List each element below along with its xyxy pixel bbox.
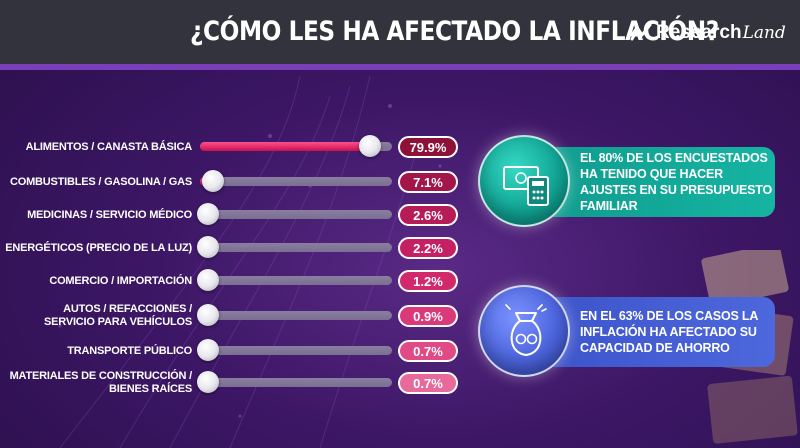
- value-label: 0.7%: [398, 372, 458, 394]
- category-label-line: TRANSPORTE PÚBLICO: [67, 344, 192, 357]
- bar-track: [200, 346, 392, 355]
- header-bar: ¿CÓMO LES HA AFECTADO LA INFLACIÓN? Rese…: [0, 0, 800, 70]
- bar-knob: [197, 339, 219, 361]
- money-jar-icon: [505, 304, 547, 357]
- logo-mark-icon: [630, 23, 652, 41]
- category-label-line: COMERCIO / IMPORTACIÓN: [49, 274, 192, 287]
- money-jar-orb: [478, 285, 570, 377]
- value-label: 2.2%: [398, 237, 458, 259]
- category-label: COMERCIO / IMPORTACIÓN: [0, 264, 192, 298]
- category-label-line: AUTOS / REFACCIONES /: [63, 303, 192, 315]
- chart-row: COMBUSTIBLES / GASOLINA / GAS 7.1%: [0, 165, 470, 199]
- category-label: ALIMENTOS / CANASTA BÁSICA: [0, 130, 193, 164]
- bar-track: [200, 378, 392, 387]
- value-label: 7.1%: [398, 171, 458, 193]
- bar-track: [200, 243, 392, 252]
- value-label: 2.6%: [398, 204, 458, 226]
- page-title: ¿CÓMO LES HA AFECTADO LA INFLACIÓN?: [190, 16, 719, 47]
- value-label: 79.9%: [398, 136, 458, 158]
- researchland-logo: Research Land: [630, 22, 786, 44]
- money-calculator-orb: [478, 135, 570, 227]
- bar-knob: [197, 203, 219, 225]
- bar-knob: [197, 371, 219, 393]
- logo-script-text: Land: [742, 23, 786, 43]
- category-label: MATERIALES DE CONSTRUCCIÓN / BIENES RAÍCE…: [0, 366, 193, 400]
- chart-row: MEDICINAS / SERVICIO MÉDICO 2.6%: [0, 198, 470, 232]
- chart-row: AUTOS / REFACCIONES / SERVICIO PARA VEHÍC…: [0, 299, 470, 333]
- bar-knob: [358, 135, 381, 157]
- chart-row: MATERIALES DE CONSTRUCCIÓN / BIENES RAÍCE…: [0, 366, 470, 400]
- chart-row: ALIMENTOS / CANASTA BÁSICA 79.9%: [0, 130, 470, 164]
- bar-knob: [197, 269, 219, 291]
- category-label-line: SERVICIO PARA VEHÍCULOS: [44, 316, 192, 328]
- bar-knob: [202, 170, 225, 192]
- category-label: ENERGÉTICOS (PRECIO DE LA LUZ): [0, 231, 192, 265]
- category-label-line: MATERIALES DE CONSTRUCCIÓN /: [9, 370, 193, 382]
- bar-fill: [200, 142, 372, 151]
- category-label: TRANSPORTE PÚBLICO: [0, 334, 192, 368]
- bar-track: [200, 210, 392, 219]
- logo-text: Research: [656, 22, 742, 43]
- bar-track: [200, 276, 392, 285]
- category-label: COMBUSTIBLES / GASOLINA / GAS: [0, 165, 192, 199]
- category-label-line: ENERGÉTICOS (PRECIO DE LA LUZ): [5, 241, 192, 254]
- bar-track: [200, 177, 392, 186]
- value-label: 0.7%: [398, 340, 458, 362]
- money-calculator-icon: [503, 166, 549, 206]
- category-label-line: COMBUSTIBLES / GASOLINA / GAS: [9, 175, 192, 188]
- category-label: AUTOS / REFACCIONES / SERVICIO PARA VEHÍC…: [0, 299, 192, 333]
- callout-text: EL 80% DE LOS ENCUESTADOS HA TENIDO QUE …: [580, 151, 773, 213]
- category-label-line: BIENES RAÍCES: [109, 383, 192, 395]
- chart-row: TRANSPORTE PÚBLICO 0.7%: [0, 334, 470, 368]
- value-label: 1.2%: [398, 270, 458, 292]
- bar-track: [200, 311, 392, 320]
- bar-knob: [197, 304, 219, 326]
- bar-knob: [197, 236, 219, 258]
- callout-text: EN EL 63% DE LOS CASOS LA INFLACIÓN HA A…: [580, 309, 758, 355]
- category-label: MEDICINAS / SERVICIO MÉDICO: [0, 198, 192, 232]
- category-label-line: ALIMENTOS / CANASTA BÁSICA: [25, 140, 193, 153]
- chart-row: ENERGÉTICOS (PRECIO DE LA LUZ) 2.2%: [0, 231, 470, 265]
- category-label-line: MEDICINAS / SERVICIO MÉDICO: [27, 208, 192, 221]
- chart-row: COMERCIO / IMPORTACIÓN 1.2%: [0, 264, 470, 298]
- value-label: 0.9%: [398, 305, 458, 327]
